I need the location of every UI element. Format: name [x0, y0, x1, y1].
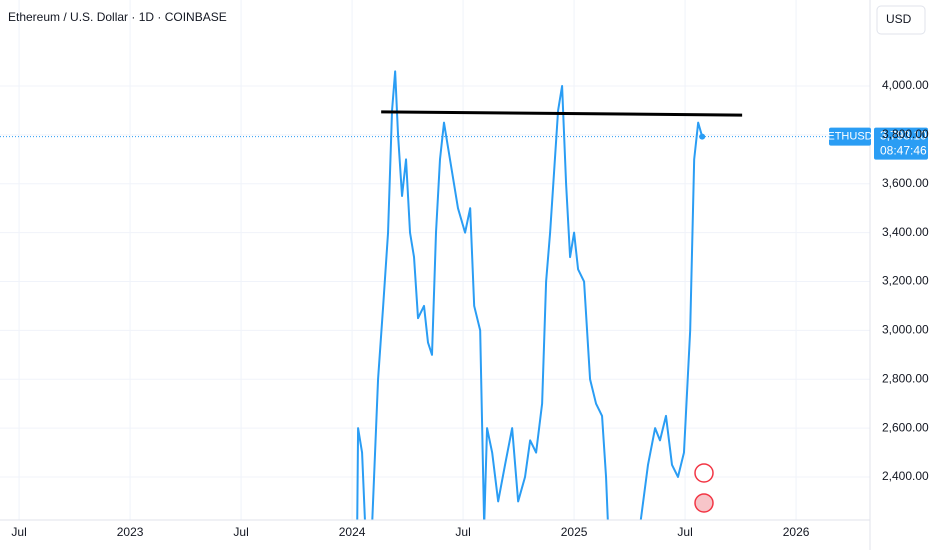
- x-tick-label: 2023: [117, 525, 144, 539]
- price-tag-box: [874, 127, 928, 160]
- y-tick-label: 3,000.00: [882, 323, 929, 337]
- x-tick-label: Jul: [677, 525, 692, 539]
- countdown-label: 08:47:46: [880, 144, 927, 158]
- price-line: [356, 70, 704, 520]
- symbol-tag: [829, 127, 871, 146]
- y-tick-label: 3,400.00: [882, 225, 929, 239]
- y-tick-label: 4,000.00: [882, 78, 929, 92]
- last-point: [699, 133, 706, 140]
- plot-area: [356, 70, 743, 520]
- x-tick-label: 2025: [561, 525, 588, 539]
- y-tick-label: 2,600.00: [882, 420, 929, 434]
- x-tick-label: 2026: [783, 525, 810, 539]
- currency-label: USD: [886, 12, 912, 26]
- trendline: [381, 110, 743, 117]
- last-price-label: 3,793.10: [880, 129, 927, 143]
- event-icons: [694, 463, 714, 513]
- x-tick-label: Jul: [11, 525, 26, 539]
- currency-button[interactable]: [876, 5, 926, 35]
- y-tick-label: 3,600.00: [882, 176, 929, 190]
- x-tick-label: Jul: [455, 525, 470, 539]
- y-tick-label: 3,800.00: [882, 127, 929, 141]
- y-tick-label: 2,400.00: [882, 469, 929, 483]
- y-tick-label: 3,200.00: [882, 274, 929, 288]
- y-tick-label: 2,800.00: [882, 371, 929, 385]
- symbol-label: ETHUSD: [827, 130, 872, 142]
- x-tick-label: 2024: [339, 525, 366, 539]
- x-tick-label: Jul: [233, 525, 248, 539]
- chart-title: Ethereum / U.S. Dollar · 1D · COINBASE: [8, 10, 227, 24]
